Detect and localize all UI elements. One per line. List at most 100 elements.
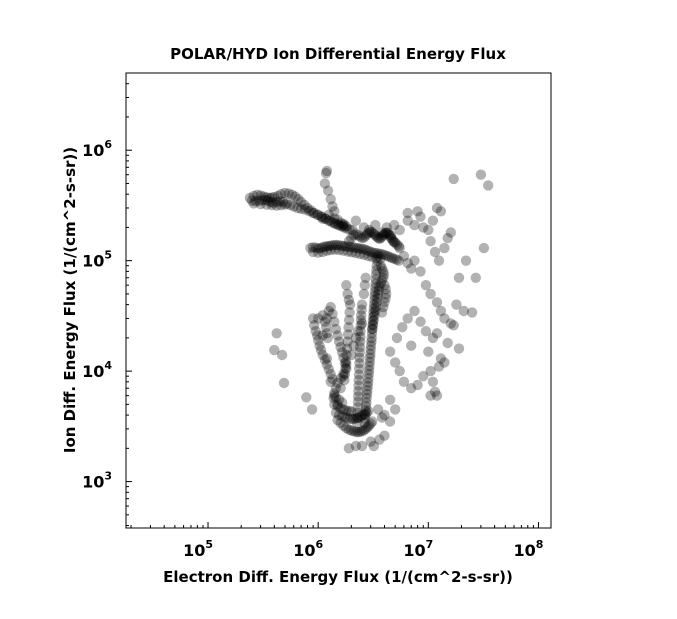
scatter-point	[352, 242, 363, 254]
scatter-point	[379, 250, 391, 261]
scatter-point	[448, 320, 459, 331]
scatter-point	[361, 392, 372, 404]
scatter-point	[346, 425, 357, 436]
scatter-point	[353, 369, 365, 380]
scatter-point	[431, 202, 443, 214]
scatter-point	[425, 288, 436, 300]
scatter-point	[389, 253, 400, 264]
scatter-point	[347, 224, 358, 236]
scatter-point	[324, 215, 336, 226]
scatter-point	[248, 198, 259, 209]
scatter-point	[406, 340, 417, 351]
scatter-point	[350, 228, 362, 239]
scatter-point	[346, 232, 357, 244]
y-tick-label: 106	[82, 138, 112, 160]
scatter-point	[321, 245, 333, 256]
scatter-point	[376, 227, 388, 238]
scatter-point	[344, 299, 356, 310]
scatter-point	[323, 305, 334, 317]
scatter-point	[365, 436, 376, 447]
scatter-point	[317, 246, 328, 258]
scatter-point	[329, 390, 340, 401]
scatter-point	[363, 227, 375, 238]
scatter-point	[283, 188, 294, 199]
scatter-point	[368, 303, 379, 314]
scatter-point	[346, 247, 357, 258]
scatter-point	[431, 328, 443, 339]
scatter-point	[333, 409, 345, 421]
scatter-point	[310, 326, 321, 337]
scatter-point	[319, 178, 331, 189]
scatter-point	[376, 307, 388, 318]
scatter-point	[372, 292, 383, 304]
scatter-point	[354, 358, 365, 369]
scatter-point	[324, 240, 335, 252]
scatter-point	[344, 241, 356, 253]
scatter-point	[359, 249, 370, 260]
scatter-point	[295, 196, 307, 208]
scatter-point	[378, 301, 389, 313]
scatter-point	[374, 434, 385, 445]
scatter-point	[252, 189, 263, 200]
scatter-point	[356, 304, 367, 315]
scatter-point	[420, 280, 432, 291]
scatter-point	[381, 222, 392, 233]
scatter-point	[310, 242, 321, 253]
scatter-point	[418, 371, 429, 382]
scatter-point	[368, 247, 379, 258]
scatter-point	[330, 407, 342, 418]
scatter-point	[350, 426, 362, 437]
scatter-point	[439, 313, 450, 324]
scatter-point	[402, 257, 413, 269]
scatter-point	[363, 245, 374, 257]
scatter-point	[372, 404, 384, 415]
scatter-point	[248, 190, 259, 202]
scatter-point	[321, 328, 333, 339]
scatter-point	[425, 236, 436, 247]
scatter-point	[383, 229, 395, 240]
scatter-point	[343, 443, 355, 454]
scatter-point	[375, 253, 386, 264]
scatter-point	[313, 335, 324, 346]
scatter-point	[333, 244, 345, 256]
scatter-point	[356, 426, 368, 437]
scatter-point	[371, 260, 382, 271]
scatter-point	[352, 396, 364, 407]
scatter-point	[325, 244, 336, 256]
scatter-point	[349, 242, 360, 253]
scatter-point	[354, 243, 365, 254]
scatter-point	[398, 376, 410, 387]
scatter-point	[398, 250, 410, 262]
scatter-point	[313, 247, 324, 258]
scatter-point	[332, 377, 343, 389]
scatter-point	[445, 318, 456, 329]
scatter-point	[358, 425, 370, 436]
scatter-point	[307, 207, 319, 219]
scatter-point	[359, 413, 371, 424]
scatter-point	[253, 195, 265, 206]
scatter-point	[373, 285, 384, 296]
scatter-point	[378, 272, 389, 283]
scatter-points	[244, 165, 494, 454]
scatter-point	[328, 392, 339, 404]
scatter-point	[360, 405, 371, 416]
scatter-point	[305, 205, 317, 216]
scatter-point	[323, 364, 334, 375]
scatter-point	[393, 241, 404, 252]
scatter-point	[439, 242, 450, 254]
scatter-point	[302, 202, 313, 214]
scatter-point	[316, 211, 327, 222]
scatter-point	[363, 250, 374, 262]
scatter-point	[362, 385, 373, 396]
scatter-point	[470, 272, 481, 283]
scatter-point	[354, 248, 366, 260]
scatter-point	[453, 272, 465, 283]
scatter-point	[423, 224, 434, 236]
scatter-point	[335, 383, 346, 394]
scatter-point	[402, 207, 413, 219]
scatter-point	[360, 401, 372, 412]
scatter-point	[358, 222, 370, 233]
scatter-point	[374, 281, 385, 292]
scatter-point	[250, 196, 261, 207]
scatter-point	[442, 232, 453, 244]
